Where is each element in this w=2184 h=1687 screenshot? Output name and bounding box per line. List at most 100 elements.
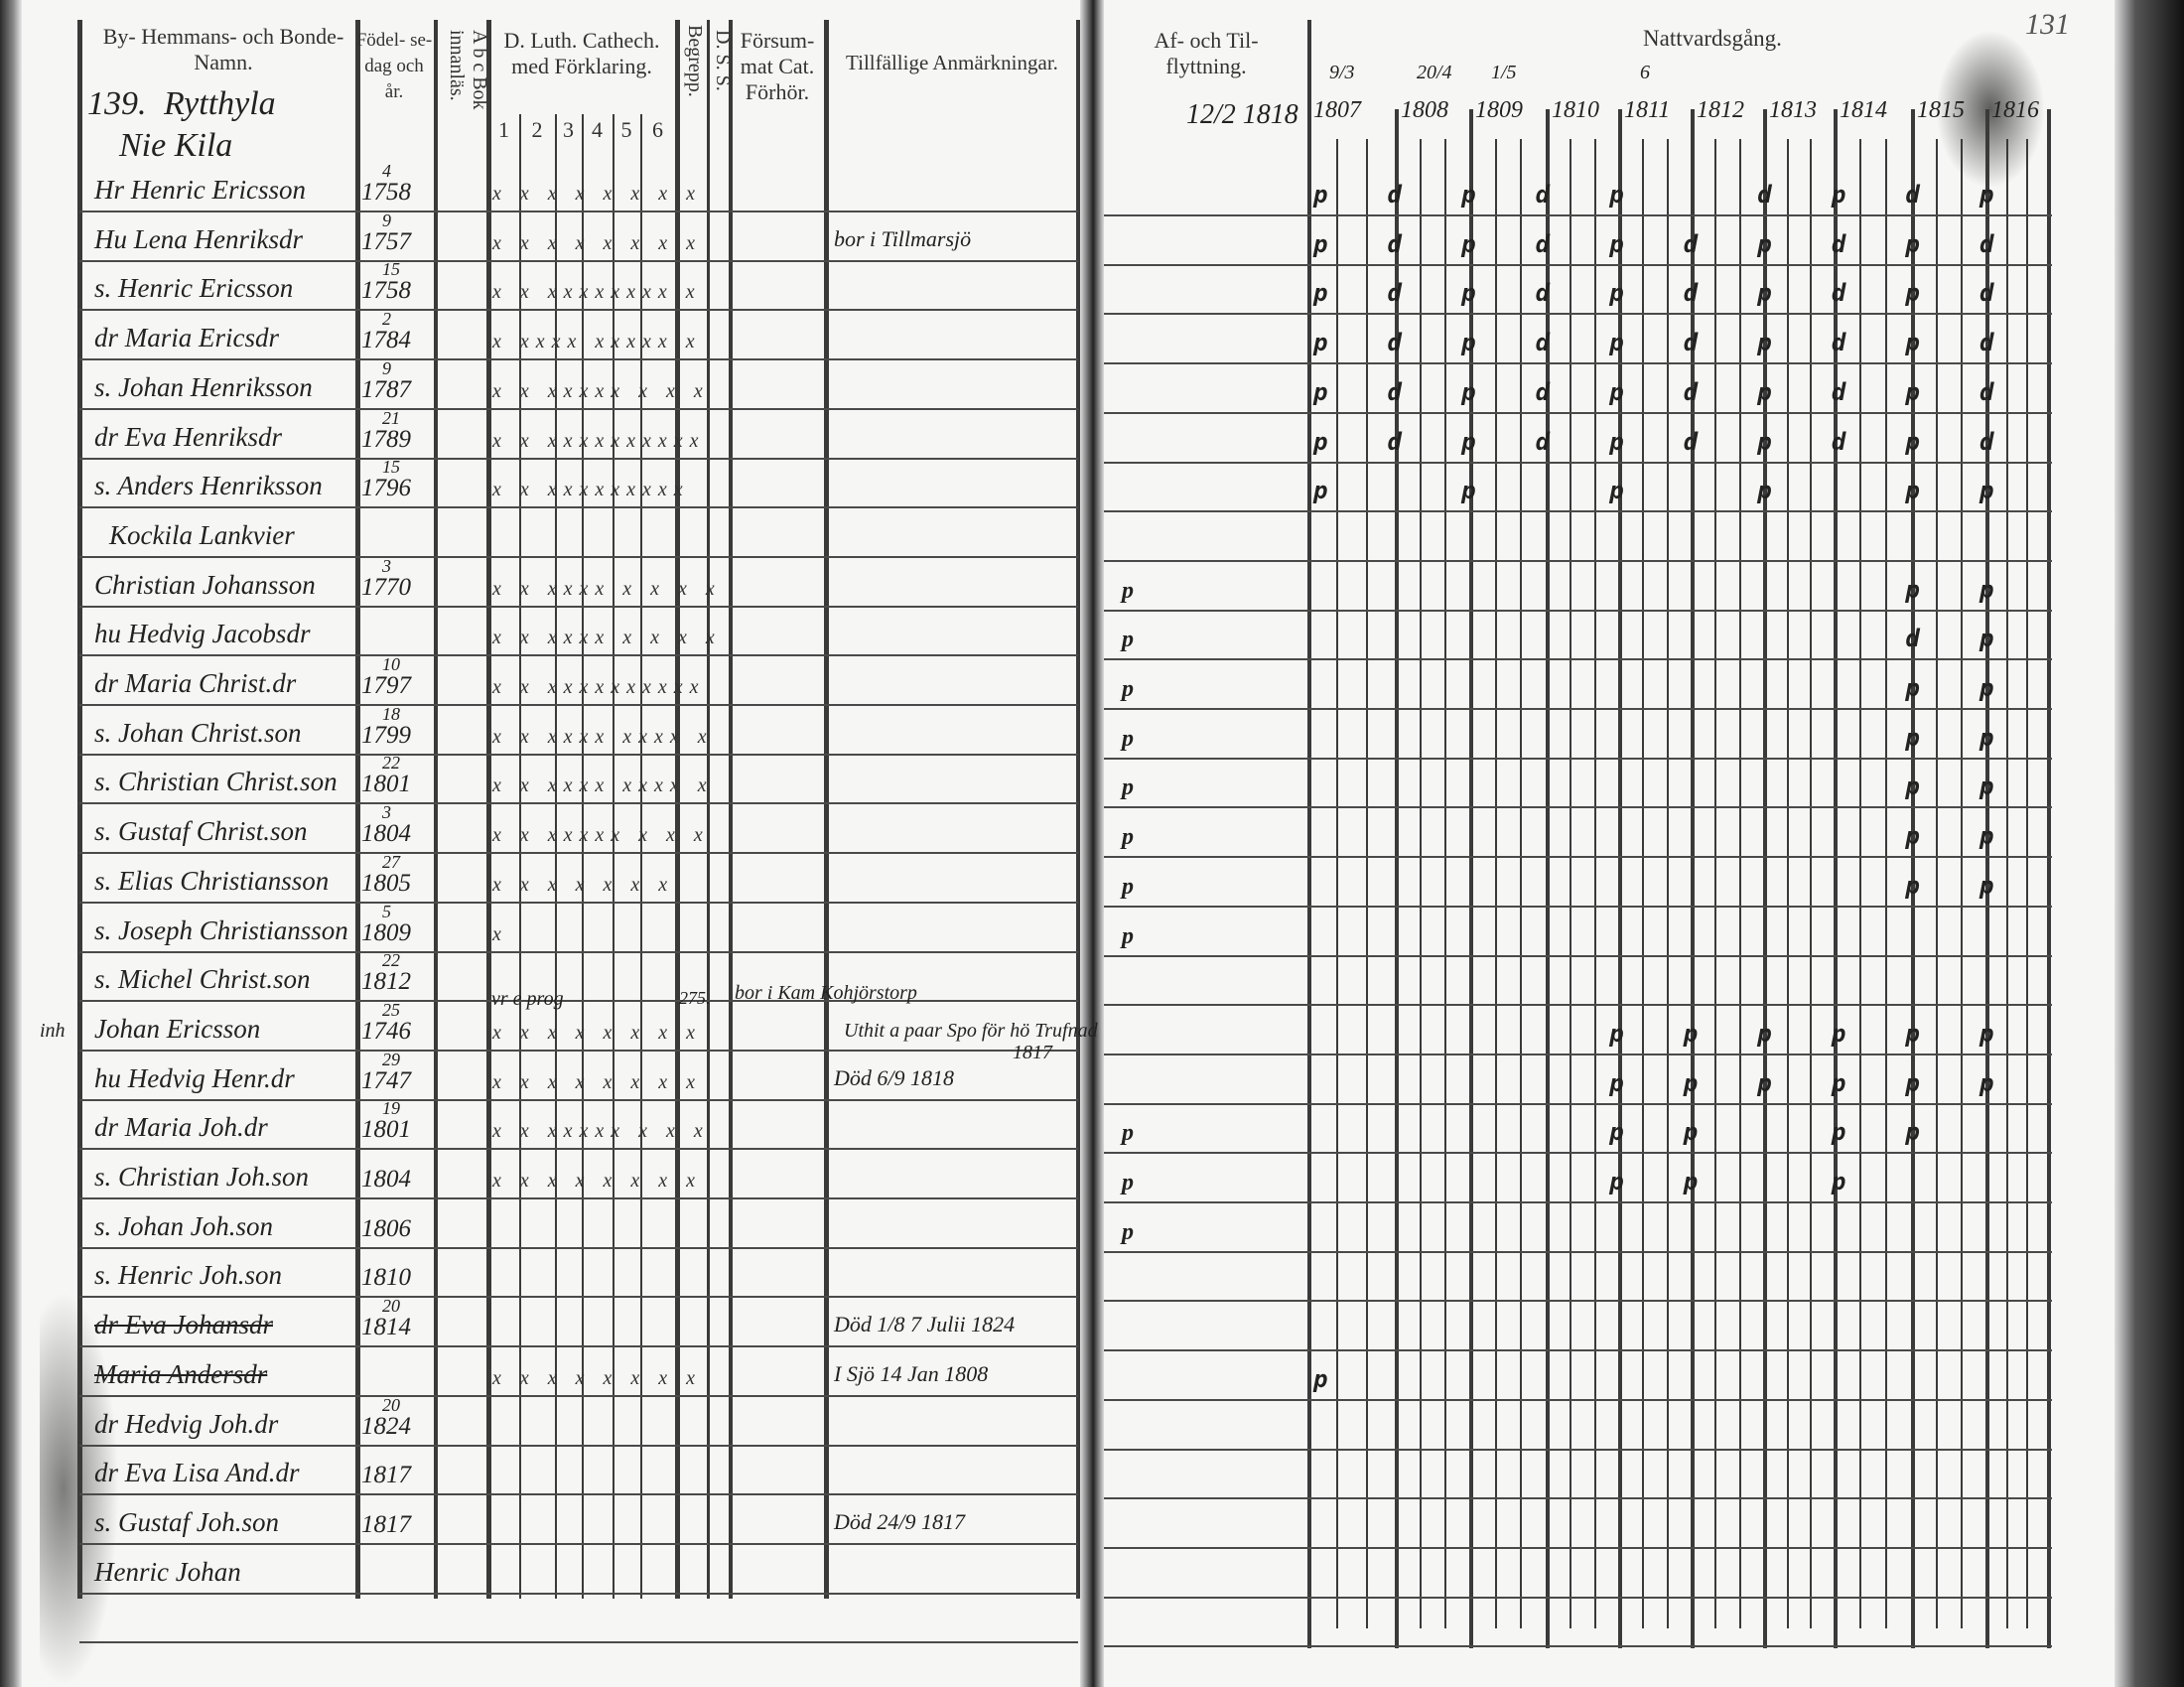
header-catechism: D. Luth. Cathech. med Förklaring. bbox=[503, 28, 660, 78]
catechism-marks: x x x x x x x bbox=[492, 873, 675, 896]
column-rule bbox=[1570, 139, 1572, 1628]
catechism-marks: x x x x x x x x bbox=[492, 1366, 703, 1389]
column-rule bbox=[1520, 139, 1523, 1628]
row-rule bbox=[1104, 708, 2052, 710]
column-rule bbox=[1985, 109, 1989, 1648]
moving-date: 12/2 1818 bbox=[1186, 99, 1298, 130]
birth-day: 25 bbox=[382, 999, 400, 1020]
communion-marks-row: pppppp bbox=[1313, 1068, 2054, 1097]
column-rule bbox=[355, 20, 360, 1599]
book-gutter bbox=[1080, 0, 1104, 1687]
column-rule bbox=[1691, 109, 1695, 1648]
birth-year: 1810 bbox=[361, 1264, 411, 1292]
column-rule bbox=[2026, 139, 2029, 1628]
village-name: Rytthyla bbox=[164, 85, 276, 122]
birth-day: 15 bbox=[382, 457, 400, 478]
row-rule bbox=[1104, 559, 2052, 562]
year-label: 1814 bbox=[1840, 97, 1887, 123]
communion-date: 6 bbox=[1640, 62, 1650, 83]
birth-year: 1806 bbox=[361, 1214, 411, 1242]
column-rule bbox=[555, 114, 557, 1599]
column-rule bbox=[1763, 109, 1767, 1648]
row-rule bbox=[79, 1394, 1078, 1397]
birth-day: 27 bbox=[382, 851, 400, 872]
row-rule bbox=[1104, 1645, 2052, 1648]
person-name: dr Eva Henriksdr bbox=[94, 421, 282, 452]
column-rule bbox=[1834, 109, 1838, 1648]
row-rule bbox=[1104, 1053, 2052, 1055]
year-label: 1807 bbox=[1313, 97, 1361, 123]
person-name: s. Johan Christ.son bbox=[94, 717, 302, 748]
catechism-note: vr e prog bbox=[491, 987, 564, 1010]
birth-year: 1809 bbox=[361, 918, 411, 946]
column-rule bbox=[582, 114, 584, 1599]
birth-day: 18 bbox=[382, 703, 400, 724]
row-rule bbox=[1104, 214, 2052, 216]
row-rule bbox=[1104, 1596, 2052, 1599]
row-rule bbox=[79, 802, 1078, 805]
communion-marks-row: pp bbox=[1313, 723, 2054, 752]
person-name: dr Hedvig Joh.dr bbox=[94, 1408, 279, 1439]
moving-mark: p bbox=[1122, 676, 1134, 702]
column-rule bbox=[1420, 139, 1422, 1628]
birth-year: 1817 bbox=[361, 1510, 411, 1538]
remark-text: Död 1/8 7 Julii 1824 bbox=[834, 1312, 1016, 1337]
column-rule bbox=[1810, 139, 1813, 1628]
person-name: Maria Andersdr bbox=[94, 1358, 268, 1389]
communion-date: 20/4 bbox=[1417, 62, 1452, 83]
row-rule bbox=[1104, 313, 2052, 316]
person-name: s. Anders Henriksson bbox=[94, 471, 323, 501]
remark-text-2: Uthit a paar Spo för hö Trufnad bbox=[844, 1019, 1098, 1042]
communion-marks-row: p p p p pp bbox=[1313, 477, 2054, 505]
birth-day: 21 bbox=[382, 407, 400, 428]
birth-day: 19 bbox=[382, 1098, 400, 1119]
birth-year: 1801 bbox=[361, 1116, 411, 1144]
column-rule bbox=[1336, 139, 1339, 1628]
row-rule bbox=[79, 358, 1078, 361]
birth-year: 1801 bbox=[361, 771, 411, 798]
row-rule bbox=[79, 309, 1078, 312]
person-name: dr Maria Christ.dr bbox=[94, 668, 297, 698]
communion-marks-row: pdpdpdpdpd bbox=[1313, 229, 2054, 258]
communion-marks-row: pdpdpdpdpd bbox=[1313, 427, 2054, 456]
catechism-marks: x x xxxxxxxxx bbox=[492, 479, 690, 501]
column-rule bbox=[1395, 109, 1399, 1648]
person-name: s. Johan Joh.son bbox=[94, 1210, 273, 1241]
column-rule bbox=[1076, 20, 1080, 1599]
column-rule bbox=[675, 20, 680, 1599]
catechism-marks: x x xxxx x x x x bbox=[492, 627, 722, 649]
person-name: dr Maria Joh.dr bbox=[94, 1112, 268, 1143]
year-label: 1816 bbox=[1991, 97, 2039, 123]
column-rule bbox=[1469, 109, 1473, 1648]
birth-year: 1757 bbox=[361, 227, 411, 255]
header-moving: Af- och Til- flyttning. bbox=[1154, 28, 1259, 78]
header-begrepp: Begrepp. bbox=[684, 25, 706, 97]
column-rule bbox=[2005, 139, 2008, 1628]
row-rule bbox=[79, 211, 1078, 212]
communion-marks-row: pp bbox=[1313, 871, 2054, 900]
person-name: s. Gustaf Joh.son bbox=[94, 1506, 280, 1537]
birth-year: 1805 bbox=[361, 869, 411, 897]
communion-marks-row: pp bbox=[1313, 674, 2054, 702]
communion-marks-row: pppppp bbox=[1313, 1019, 2054, 1048]
person-name: s. Johan Henriksson bbox=[94, 371, 313, 402]
moving-mark: p bbox=[1122, 1218, 1134, 1245]
person-name: s. Joseph Christiansson bbox=[94, 914, 348, 945]
catechism-col-number: 3 bbox=[563, 117, 574, 142]
communion-date: 1/5 bbox=[1491, 62, 1517, 83]
birth-day: 29 bbox=[382, 1049, 400, 1069]
row-rule bbox=[1104, 609, 2052, 612]
column-rule bbox=[729, 20, 733, 1599]
person-name: dr Eva Johansdr bbox=[94, 1310, 273, 1340]
person-name: Christian Johansson bbox=[94, 569, 316, 600]
communion-date: 9/3 bbox=[1329, 62, 1355, 83]
row-rule bbox=[1104, 1300, 2052, 1303]
moving-mark: p bbox=[1122, 922, 1134, 949]
catechism-marks: x bbox=[492, 922, 508, 945]
remark-text: Död 24/9 1817 bbox=[834, 1508, 965, 1534]
header-abc: A b c Bok innanläs. bbox=[446, 30, 490, 110]
row-rule bbox=[79, 407, 1078, 410]
birth-year: 1812 bbox=[361, 968, 411, 996]
column-rule bbox=[1859, 139, 1861, 1628]
